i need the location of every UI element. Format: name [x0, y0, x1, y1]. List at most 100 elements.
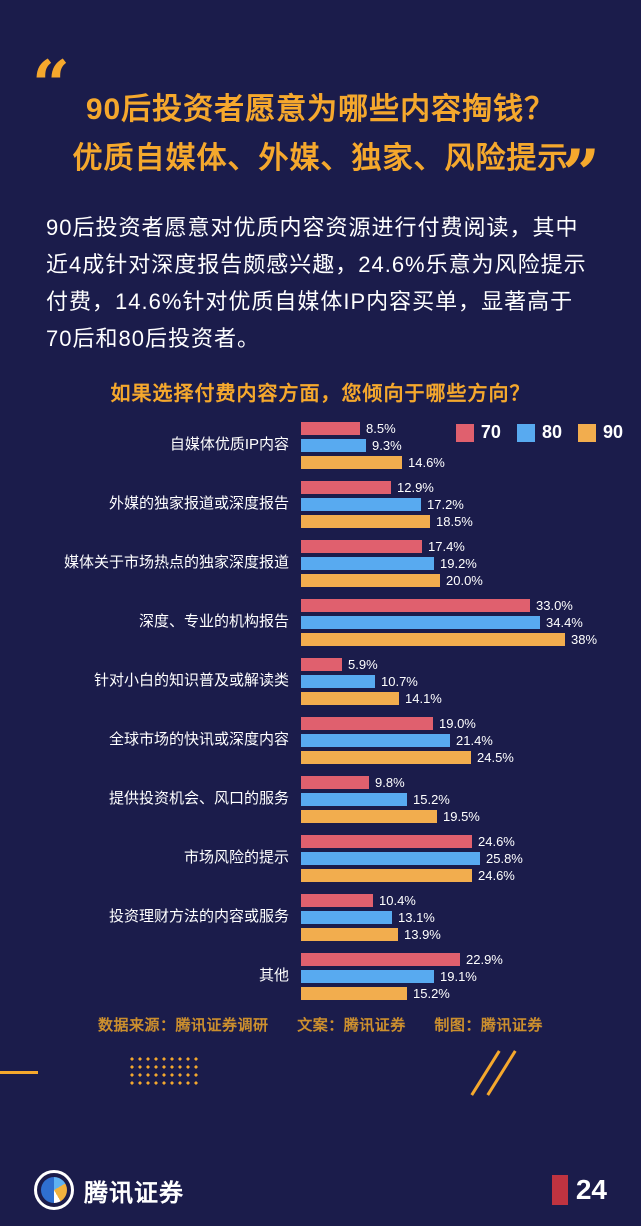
- chart-row: 提供投资机会、风口的服务 9.8% 15.2% 19.5%: [6, 775, 641, 825]
- bar-line: 12.9%: [301, 480, 641, 495]
- bar-90: [301, 751, 471, 765]
- bar-group: 9.8% 15.2% 19.5%: [301, 775, 641, 825]
- bar-line: 19.1%: [301, 969, 641, 985]
- bar-chart: 70 80 90 自媒体优质IP内容 8.5% 9.3% 14.6% 外媒的独家报道或深度报…: [0, 421, 641, 1001]
- bar-line: 38%: [301, 632, 641, 648]
- diagonal-slashes-icon: [466, 1045, 526, 1101]
- brand: 腾讯证券: [34, 1170, 184, 1210]
- bar-line: 17.2%: [301, 497, 641, 512]
- bar-70: [301, 953, 460, 967]
- bar-value: 8.5%: [366, 421, 396, 437]
- category-label: 投资理财方法的内容或服务: [108, 908, 289, 926]
- bar-value: 19.1%: [440, 969, 477, 985]
- slash: [470, 1050, 501, 1097]
- category-label: 自媒体优质IP内容: [169, 436, 289, 454]
- bar-group: 5.9% 10.7% 14.1%: [301, 657, 641, 706]
- brand-name: 腾讯证券: [84, 1179, 184, 1207]
- legend-swatch: [455, 423, 474, 442]
- bar-90: [301, 987, 407, 1001]
- page-number: 24: [575, 1174, 607, 1205]
- legend-item-70: 70: [455, 422, 501, 443]
- bar-value: 21.4%: [456, 733, 493, 749]
- category-label: 深度、专业的机构报告: [138, 613, 289, 631]
- category-label: 其他: [258, 967, 289, 985]
- credits-line: 数据来源：腾讯证券调研 文案：腾讯证券 制图：腾讯证券: [0, 1014, 641, 1035]
- bar-80: [301, 852, 480, 866]
- bar-value: 19.5%: [443, 809, 480, 825]
- chart-row: 自媒体优质IP内容 8.5% 9.3% 14.6%: [6, 421, 641, 471]
- chart-title: 如果选择付费内容方面，您倾向于哪些方向？: [110, 383, 531, 406]
- bar-70: [301, 658, 342, 672]
- category-label: 针对小白的知识普及或解读类: [93, 672, 289, 690]
- chart-rows: 自媒体优质IP内容 8.5% 9.3% 14.6% 外媒的独家报道或深度报告 12.9% 1…: [6, 421, 641, 1001]
- bar-value: 22.9%: [466, 952, 503, 968]
- bar-line: 34.4%: [301, 615, 641, 631]
- chart-legend: 70 80 90: [455, 422, 623, 443]
- bar-line: 18.5%: [301, 514, 641, 530]
- page-number-block: 24: [551, 1174, 607, 1206]
- bar-value: 18.5%: [436, 514, 473, 530]
- bar-80: [301, 675, 375, 689]
- bar-line: 5.9%: [301, 657, 641, 673]
- bar-line: 13.9%: [301, 927, 641, 943]
- bar-80: [301, 793, 407, 807]
- bar-80: [301, 911, 392, 925]
- bar-line: 24.6%: [301, 834, 641, 850]
- bar-value: 17.4%: [428, 539, 465, 555]
- legend-swatch: [577, 423, 596, 442]
- bar-line: 17.4%: [301, 539, 641, 555]
- bar-value: 24.6%: [478, 868, 515, 884]
- chart-row: 投资理财方法的内容或服务 10.4% 13.1% 13.9%: [6, 893, 641, 943]
- credits-source: 数据来源：腾讯证券调研: [98, 1017, 269, 1035]
- bar-value: 13.9%: [404, 927, 441, 943]
- bar-line: 19.5%: [301, 809, 641, 825]
- bar-70: [301, 776, 369, 790]
- bar-value: 38%: [571, 632, 598, 648]
- legend-label: 80: [541, 422, 562, 443]
- category-label: 全球市场的快讯或深度内容: [108, 731, 289, 749]
- bar-line: 24.5%: [301, 750, 641, 765]
- bar-line: 13.1%: [301, 910, 641, 925]
- category-label: 媒体关于市场热点的独家深度报道: [63, 554, 289, 572]
- bar-value: 14.6%: [408, 455, 445, 471]
- bar-70: [301, 717, 433, 731]
- category-label: 外媒的独家报道或深度报告: [108, 495, 289, 513]
- bar-group: 22.9% 19.1% 15.2%: [301, 952, 641, 1001]
- bar-value: 9.8%: [375, 775, 405, 791]
- bar-70: [301, 481, 391, 495]
- credits-designer: 制图：腾讯证券: [434, 1017, 543, 1035]
- bar-value: 5.9%: [348, 657, 378, 673]
- bar-value: 34.4%: [546, 615, 583, 631]
- bar-value: 24.6%: [478, 834, 515, 850]
- bar-line: 10.4%: [301, 893, 641, 908]
- chart-row: 全球市场的快讯或深度内容 19.0% 21.4% 24.5%: [6, 716, 641, 765]
- bar-80: [301, 439, 366, 453]
- bar-90: [301, 928, 398, 942]
- legend-item-90: 90: [577, 422, 623, 443]
- bar-70: [301, 835, 472, 849]
- bar-80: [301, 734, 450, 748]
- bar-group: 10.4% 13.1% 13.9%: [301, 893, 641, 943]
- bar-line: 22.9%: [301, 952, 641, 968]
- decorations: [0, 1045, 641, 1103]
- credits-copywriter: 文案：腾讯证券: [297, 1017, 406, 1035]
- bar-90: [301, 456, 402, 470]
- bar-value: 20.0%: [446, 573, 483, 589]
- bar-70: [301, 422, 360, 436]
- page-title-line-2: 优质自媒体、外媒、独家、风险提示: [72, 141, 569, 175]
- header: “ 90后投资者愿意为哪些内容掏钱？ 优质自媒体、外媒、独家、风险提示 ”: [32, 52, 600, 207]
- bar-value: 25.8%: [486, 851, 523, 867]
- bar-90: [301, 633, 565, 647]
- bar-70: [301, 599, 530, 613]
- bar-line: 9.3%: [301, 438, 641, 453]
- bar-line: 21.4%: [301, 733, 641, 749]
- bottom-bar: 腾讯证券 24: [0, 1162, 641, 1226]
- bar-80: [301, 616, 540, 630]
- legend-swatch: [516, 423, 535, 442]
- bar-line: 19.2%: [301, 556, 641, 571]
- bar-line: 14.1%: [301, 691, 641, 706]
- page-title-line-1: 90后投资者愿意为哪些内容掏钱？: [85, 93, 556, 126]
- slash: [486, 1050, 517, 1097]
- bar-value: 33.0%: [536, 598, 573, 614]
- bar-group: 24.6% 25.8% 24.6%: [301, 834, 641, 884]
